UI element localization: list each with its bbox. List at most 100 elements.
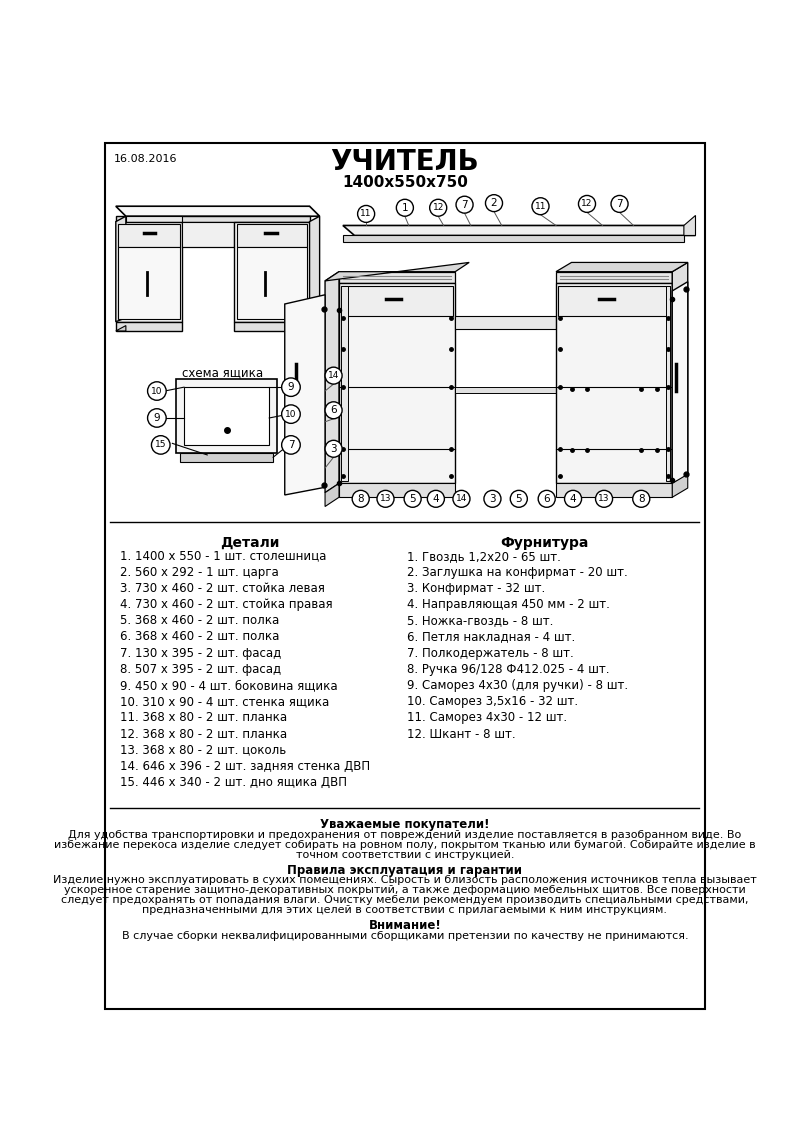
Text: 3. 730 х 460 - 2 шт. стойка левая: 3. 730 х 460 - 2 шт. стойка левая: [120, 582, 325, 594]
Text: 3: 3: [489, 494, 496, 504]
Text: 12: 12: [581, 200, 592, 209]
Polygon shape: [559, 285, 670, 316]
Text: 4: 4: [433, 494, 439, 504]
Polygon shape: [235, 221, 310, 322]
Circle shape: [430, 200, 446, 217]
Polygon shape: [339, 484, 455, 497]
Polygon shape: [116, 322, 182, 331]
Text: 10: 10: [285, 410, 297, 419]
Text: 4: 4: [570, 494, 577, 504]
Polygon shape: [116, 217, 310, 221]
Text: следует предохранять от попадания влаги. Очистку мебели рекомендуем производить : следует предохранять от попадания влаги.…: [61, 896, 749, 905]
Text: УЧИТЕЛЬ: УЧИТЕЛЬ: [330, 148, 480, 177]
Circle shape: [352, 491, 369, 508]
Text: 11: 11: [535, 202, 546, 211]
Circle shape: [427, 491, 445, 508]
Text: 3. Конфирмат - 32 шт.: 3. Конфирмат - 32 шт.: [407, 582, 545, 594]
Circle shape: [633, 491, 649, 508]
Polygon shape: [341, 285, 348, 482]
Text: 8: 8: [357, 494, 364, 504]
Text: 15: 15: [155, 440, 167, 450]
Text: 12. 368 х 80 - 2 шт. планка: 12. 368 х 80 - 2 шт. планка: [120, 728, 288, 741]
Circle shape: [404, 491, 421, 508]
Polygon shape: [235, 322, 310, 331]
Circle shape: [282, 405, 300, 423]
Polygon shape: [118, 248, 180, 319]
Circle shape: [538, 491, 555, 508]
Polygon shape: [455, 316, 556, 330]
Polygon shape: [116, 217, 126, 322]
Polygon shape: [310, 217, 320, 322]
Circle shape: [611, 195, 628, 212]
Text: Детали: Детали: [220, 536, 280, 550]
Polygon shape: [325, 272, 339, 493]
Polygon shape: [339, 272, 455, 283]
Circle shape: [358, 205, 374, 222]
Circle shape: [484, 491, 501, 508]
Polygon shape: [325, 484, 339, 507]
Text: 13: 13: [598, 494, 610, 503]
Text: Для удобства транспортировки и предохранения от повреждений изделие поставляется: Для удобства транспортировки и предохран…: [68, 830, 742, 840]
Polygon shape: [116, 221, 182, 322]
Circle shape: [532, 197, 549, 215]
Polygon shape: [284, 294, 325, 495]
Circle shape: [578, 195, 596, 212]
Text: 11: 11: [360, 210, 372, 218]
Polygon shape: [325, 262, 469, 281]
Text: 10. Саморез 3,5х16 - 32 шт.: 10. Саморез 3,5х16 - 32 шт.: [407, 695, 578, 709]
Text: 1: 1: [401, 203, 408, 212]
Text: 7: 7: [461, 200, 468, 210]
Polygon shape: [666, 285, 670, 482]
Circle shape: [325, 402, 342, 419]
Text: 12. Шкант - 8 шт.: 12. Шкант - 8 шт.: [407, 728, 516, 741]
Text: схема ящика: схема ящика: [182, 366, 263, 379]
Text: 4. 730 х 460 - 2 шт. стойка правая: 4. 730 х 460 - 2 шт. стойка правая: [120, 598, 333, 612]
Polygon shape: [556, 262, 688, 272]
Text: 10. 310 х 90 - 4 шт. стенка ящика: 10. 310 х 90 - 4 шт. стенка ящика: [120, 695, 329, 709]
Text: 9. Саморез 4х30 (для ручки) - 8 шт.: 9. Саморез 4х30 (для ручки) - 8 шт.: [407, 679, 628, 691]
Circle shape: [148, 408, 166, 427]
Polygon shape: [343, 226, 695, 235]
Text: 14: 14: [328, 371, 339, 380]
Polygon shape: [684, 216, 695, 235]
Text: 7. 130 х 395 - 2 шт. фасад: 7. 130 х 395 - 2 шт. фасад: [120, 647, 282, 659]
Text: 8: 8: [638, 494, 645, 504]
Text: 8. Ручка 96/128 Ф412.025 - 4 шт.: 8. Ручка 96/128 Ф412.025 - 4 шт.: [407, 663, 610, 675]
Text: 11. Саморез 4х30 - 12 шт.: 11. Саморез 4х30 - 12 шт.: [407, 711, 567, 725]
Circle shape: [282, 436, 300, 454]
Polygon shape: [184, 387, 269, 445]
Text: 5. Ножка-гвоздь - 8 шт.: 5. Ножка-гвоздь - 8 шт.: [407, 614, 554, 628]
Text: 14. 646 х 396 - 2 шт. задняя стенка ДВП: 14. 646 х 396 - 2 шт. задняя стенка ДВП: [120, 760, 371, 772]
Text: 9: 9: [288, 382, 294, 393]
Circle shape: [325, 440, 342, 458]
Polygon shape: [176, 380, 277, 453]
Text: 11. 368 х 80 - 2 шт. планка: 11. 368 х 80 - 2 шт. планка: [120, 711, 288, 725]
Text: 7: 7: [616, 199, 623, 209]
Polygon shape: [455, 387, 556, 394]
Circle shape: [152, 436, 170, 454]
Polygon shape: [182, 221, 235, 248]
Text: 6. 368 х 460 - 2 шт. полка: 6. 368 х 460 - 2 шт. полка: [120, 631, 280, 644]
Text: ускоренное старение защитно-декоративных покрытий, а также деформацию мебельных : ускоренное старение защитно-декоративных…: [64, 885, 746, 896]
Polygon shape: [556, 484, 672, 497]
Text: 12: 12: [432, 203, 444, 212]
Polygon shape: [116, 325, 126, 331]
Circle shape: [453, 491, 470, 508]
Text: 13: 13: [380, 494, 391, 503]
Text: 6: 6: [330, 405, 337, 415]
Circle shape: [486, 195, 502, 211]
Polygon shape: [341, 285, 453, 316]
Text: точном соответствии с инструкцией.: точном соответствии с инструкцией.: [295, 850, 514, 860]
Polygon shape: [118, 224, 180, 248]
Polygon shape: [556, 283, 672, 484]
Polygon shape: [237, 248, 307, 319]
Text: 9. 450 х 90 - 4 шт. боковина ящика: 9. 450 х 90 - 4 шт. боковина ящика: [120, 679, 338, 691]
Polygon shape: [116, 207, 320, 217]
Text: предназначенными для этих целей в соответствии с прилагаемыми к ним инструкциям.: предназначенными для этих целей в соотве…: [142, 905, 668, 915]
Text: 9: 9: [153, 413, 160, 423]
Text: избежание перекоса изделие следует собирать на ровном полу, покрытом тканью или : избежание перекоса изделие следует собир…: [54, 840, 756, 850]
Polygon shape: [672, 475, 688, 497]
Circle shape: [282, 378, 300, 396]
FancyBboxPatch shape: [105, 143, 705, 1010]
Text: 10: 10: [151, 387, 163, 396]
